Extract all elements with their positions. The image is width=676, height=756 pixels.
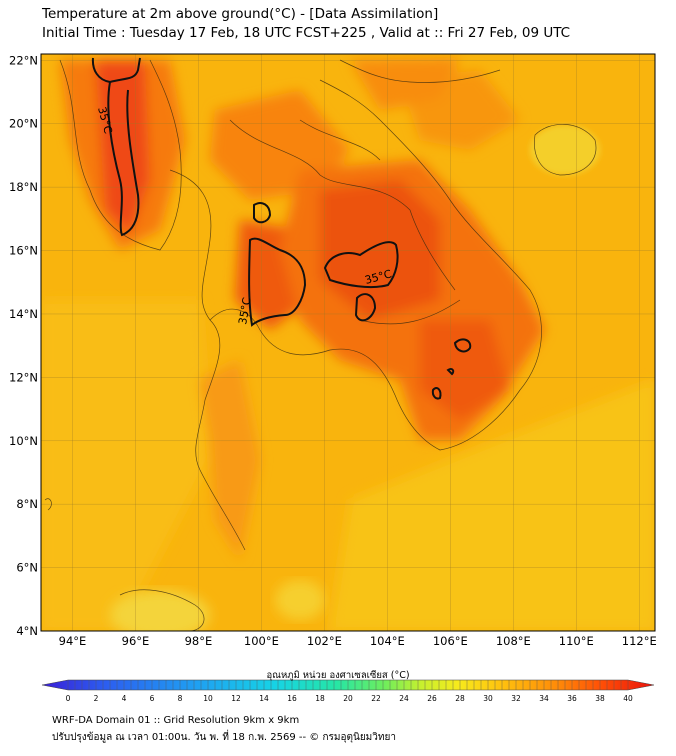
lon-tick-label: 106°E (433, 634, 468, 648)
colorbar-title: อุณหภูมิ หน่วย องศาเซลเซียส (°C) (266, 670, 410, 681)
colorbar-tick-label: 8 (178, 694, 183, 703)
lat-tick-label: 16°N (9, 244, 38, 258)
colorbar-tick-label: 16 (287, 694, 297, 703)
lat-tick-label: 22°N (9, 53, 38, 67)
colorbar-tick-label: 22 (371, 694, 381, 703)
lon-tick-label: 110°E (559, 634, 594, 648)
colorbar-tick-label: 34 (539, 694, 549, 703)
colorbar-tick-label: 26 (427, 694, 437, 703)
lat-tick-label: 20°N (9, 117, 38, 131)
chart-subtitle: Initial Time : Tuesday 17 Feb, 18 UTC FC… (42, 25, 571, 41)
chart-title: Temperature at 2m above ground(°C) - [Da… (42, 6, 439, 22)
lon-tick-label: 94°E (59, 634, 87, 648)
contours-35c (91, 57, 472, 400)
colorbar-tick-label: 28 (455, 694, 465, 703)
lon-tick-label: 102°E (307, 634, 342, 648)
colorbar-tick-label: 6 (150, 694, 155, 703)
colorbar-tick-label: 14 (259, 694, 269, 703)
lat-tick-label: 8°N (16, 497, 38, 511)
colorbar-tick-label: 20 (343, 694, 353, 703)
footer-model-info: WRF-DA Domain 01 :: Grid Resolution 9km … (52, 715, 300, 726)
lon-tick-label: 96°E (122, 634, 150, 648)
contour-label: 35°C (236, 296, 254, 325)
colorbar-tick-label: 24 (399, 694, 409, 703)
colorbar: 0 2 4 6 8 10 12 14 16 18 20 22 24 26 28 30 32 34 36 38 40 (41, 679, 655, 703)
gridlines (41, 54, 655, 631)
lon-tick-label: 104°E (370, 634, 405, 648)
lon-tick-label: 98°E (185, 634, 213, 648)
colorbar-tick-label: 32 (511, 694, 521, 703)
colorbar-tick-label: 40 (623, 694, 633, 703)
colorbar-tick-label: 30 (483, 694, 493, 703)
latitude-labels: 4°N 6°N 8°N 10°N 12°N 14°N 16°N 18°N 20°N 22°N (9, 53, 38, 638)
temperature-field (41, 54, 655, 631)
map-frame (40, 53, 656, 632)
lat-tick-label: 4°N (16, 624, 38, 638)
colorbar-tick-label: 4 (122, 694, 127, 703)
lon-tick-label: 100°E (244, 634, 279, 648)
colorbar-tick-label: 36 (567, 694, 577, 703)
colorbar-tick-label: 2 (94, 694, 99, 703)
longitude-labels: 94°E 96°E 98°E 100°E 102°E 104°E 106°E 108°E 110… (59, 634, 657, 648)
lat-tick-label: 14°N (9, 307, 38, 321)
colorbar-ticks: 0 2 4 6 8 10 12 14 16 18 20 22 24 26 28 30 32 34 36 38 40 (66, 680, 633, 703)
lat-tick-label: 10°N (9, 434, 38, 448)
colorbar-tick-label: 0 (66, 694, 71, 703)
colorbar-tick-label: 38 (595, 694, 605, 703)
lat-tick-label: 18°N (9, 180, 38, 194)
lat-tick-label: 6°N (16, 561, 38, 575)
footer-update-info: ปรับปรุงข้อมูล ณ เวลา 01:00น. วัน พ. ที่… (52, 732, 396, 743)
lon-tick-label: 112°E (622, 634, 657, 648)
colorbar-tick-label: 18 (315, 694, 325, 703)
colorbar-tick-label: 10 (203, 694, 213, 703)
lon-tick-label: 108°E (496, 634, 531, 648)
colorbar-tick-label: 12 (231, 694, 241, 703)
borders (44, 59, 597, 631)
lat-tick-label: 12°N (9, 370, 38, 384)
